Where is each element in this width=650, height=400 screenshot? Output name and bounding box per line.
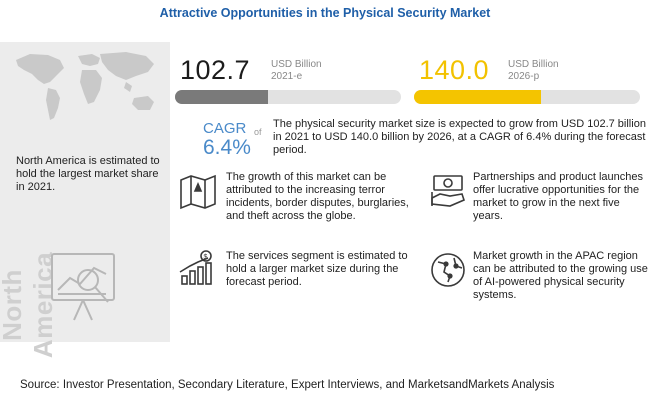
source-note: Source: Investor Presentation, Secondary… [20,379,555,391]
cagr-label: CAGR [203,120,247,137]
insight-text-4: Market growth in the APAC region can be … [473,250,648,301]
svg-text:$: $ [204,254,208,261]
insight-text-3: The services segment is estimated to hol… [226,250,408,288]
cagr-description: The physical security market size is exp… [273,118,646,156]
market-value-2026: 140.0 [419,55,490,85]
progress-fill-2026 [414,90,541,104]
cagr-of-label: of [254,127,262,137]
unit-label-2026: USD Billion [508,59,559,70]
market-unit-2021: USD Billion 2021-e [271,59,322,83]
unit-label-2021: USD Billion [271,59,322,70]
market-value-2021: 102.7 [180,55,251,85]
progress-fill-2021 [175,90,268,104]
analytics-board-icon [51,253,115,321]
growth-chart-icon: $ [179,250,212,285]
insight-text-2: Partnerships and product launches offer … [473,171,643,222]
page-title: Attractive Opportunities in the Physical… [159,6,491,20]
cagr-value: 6.4% [203,136,251,159]
insight-text-1: The growth of this market can be attribu… [226,171,409,222]
progress-bar-2021 [175,90,401,104]
globe-network-icon [431,253,465,287]
market-unit-2026: USD Billion 2026-p [508,59,559,83]
terror-map-icon [180,174,216,210]
region-highlight-text: North America is estimated to hold the l… [16,155,160,193]
world-map-icon [16,52,154,120]
progress-bar-2026 [414,90,640,104]
left-panel: North America is estimated to hold the l… [0,42,170,358]
year-label-2021: 2021-e [271,71,303,82]
partnership-money-icon [431,175,465,207]
year-label-2026: 2026-p [508,71,540,82]
